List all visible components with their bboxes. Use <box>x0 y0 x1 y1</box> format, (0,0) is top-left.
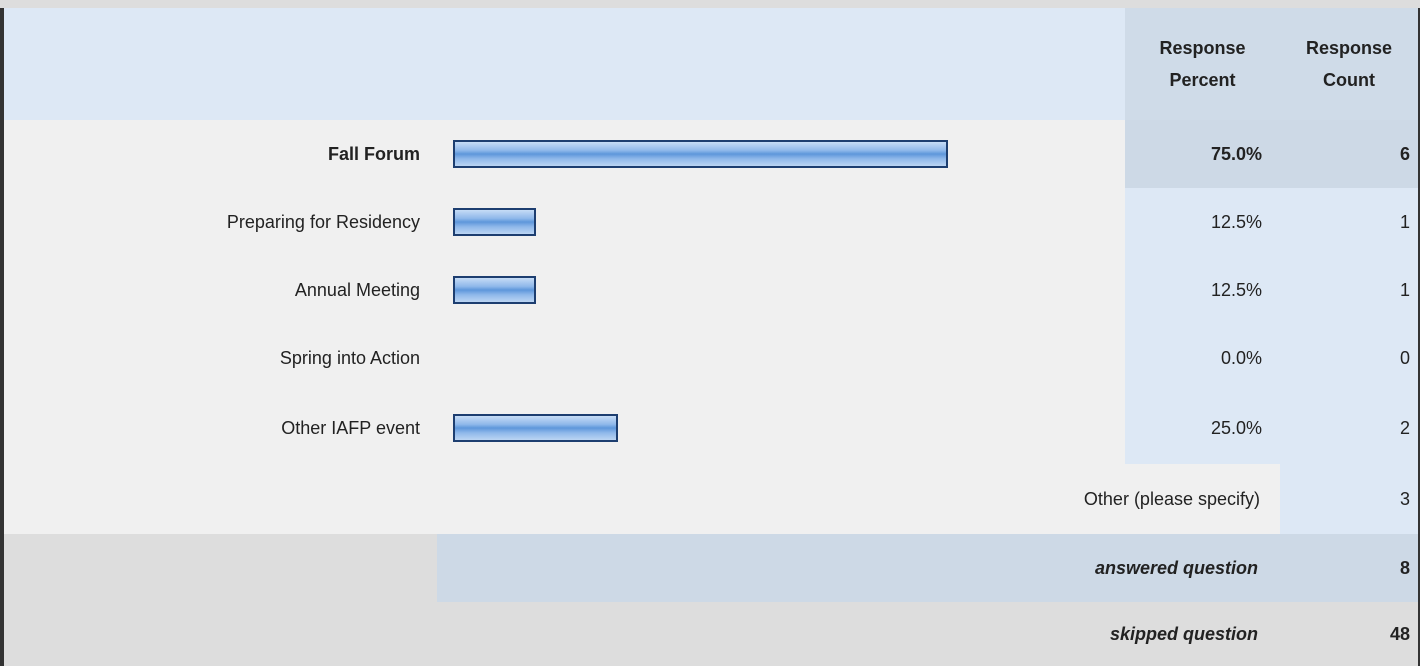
count-cell <box>1280 392 1418 464</box>
count-cell <box>1280 188 1418 256</box>
other-label: Other (please specify) <box>1083 488 1260 509</box>
answer-label: Annual Meeting <box>294 279 420 300</box>
percent-cell <box>1125 188 1280 256</box>
count-label: 2 <box>1399 417 1410 438</box>
header-cell <box>1125 8 1280 120</box>
left-border <box>0 8 4 666</box>
answer-label: Other IAFP event <box>281 417 420 438</box>
header-blank <box>4 8 1125 120</box>
count-label: 6 <box>1399 143 1410 164</box>
percent-cell <box>1125 324 1280 392</box>
skipped-label: skipped question <box>1109 623 1258 644</box>
row <box>4 324 1125 392</box>
header-cell <box>1280 8 1418 120</box>
percent-label: 0.0% <box>1220 347 1262 368</box>
count-label: 1 <box>1399 279 1410 300</box>
answer-label: Preparing for Residency <box>226 211 420 232</box>
answer-label: Spring into Action <box>279 347 420 368</box>
other-count: 3 <box>1399 488 1410 509</box>
percent-label: 75.0% <box>1210 143 1262 164</box>
percent-cell <box>1125 256 1280 324</box>
count-cell <box>1280 324 1418 392</box>
percent-cell <box>1125 120 1280 188</box>
answer-label: Fall Forum <box>327 143 420 164</box>
header-label: Response Percent <box>1159 38 1246 90</box>
answered-count: 8 <box>1399 557 1410 578</box>
count-label: 1 <box>1399 211 1410 232</box>
percent-label: 25.0% <box>1210 417 1262 438</box>
count-label: 0 <box>1399 347 1410 368</box>
row <box>4 256 1125 324</box>
percent-label: 12.5% <box>1210 211 1262 232</box>
percent-cell <box>1125 392 1280 464</box>
count-cell <box>1280 120 1418 188</box>
bar <box>453 208 536 236</box>
count-cell <box>1280 256 1418 324</box>
right-border <box>1418 8 1420 666</box>
other-count-cell <box>1280 464 1418 534</box>
skipped-count: 48 <box>1389 623 1410 644</box>
bar <box>453 140 948 168</box>
other-row <box>4 464 1280 534</box>
row <box>4 188 1125 256</box>
answered-label: answered question <box>1094 557 1258 578</box>
percent-label: 12.5% <box>1210 279 1262 300</box>
answered-row <box>437 534 1418 602</box>
header-label: Response Count <box>1305 38 1393 90</box>
bar <box>453 414 618 442</box>
bar <box>453 276 536 304</box>
